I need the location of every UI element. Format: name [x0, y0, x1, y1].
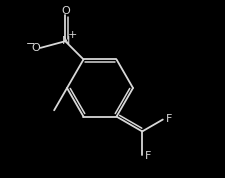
Text: O: O — [31, 43, 40, 53]
Text: −: − — [26, 39, 35, 49]
Text: N: N — [62, 36, 70, 46]
Text: F: F — [165, 114, 171, 124]
Text: F: F — [144, 151, 151, 161]
Text: O: O — [61, 6, 69, 17]
Text: +: + — [67, 30, 77, 40]
